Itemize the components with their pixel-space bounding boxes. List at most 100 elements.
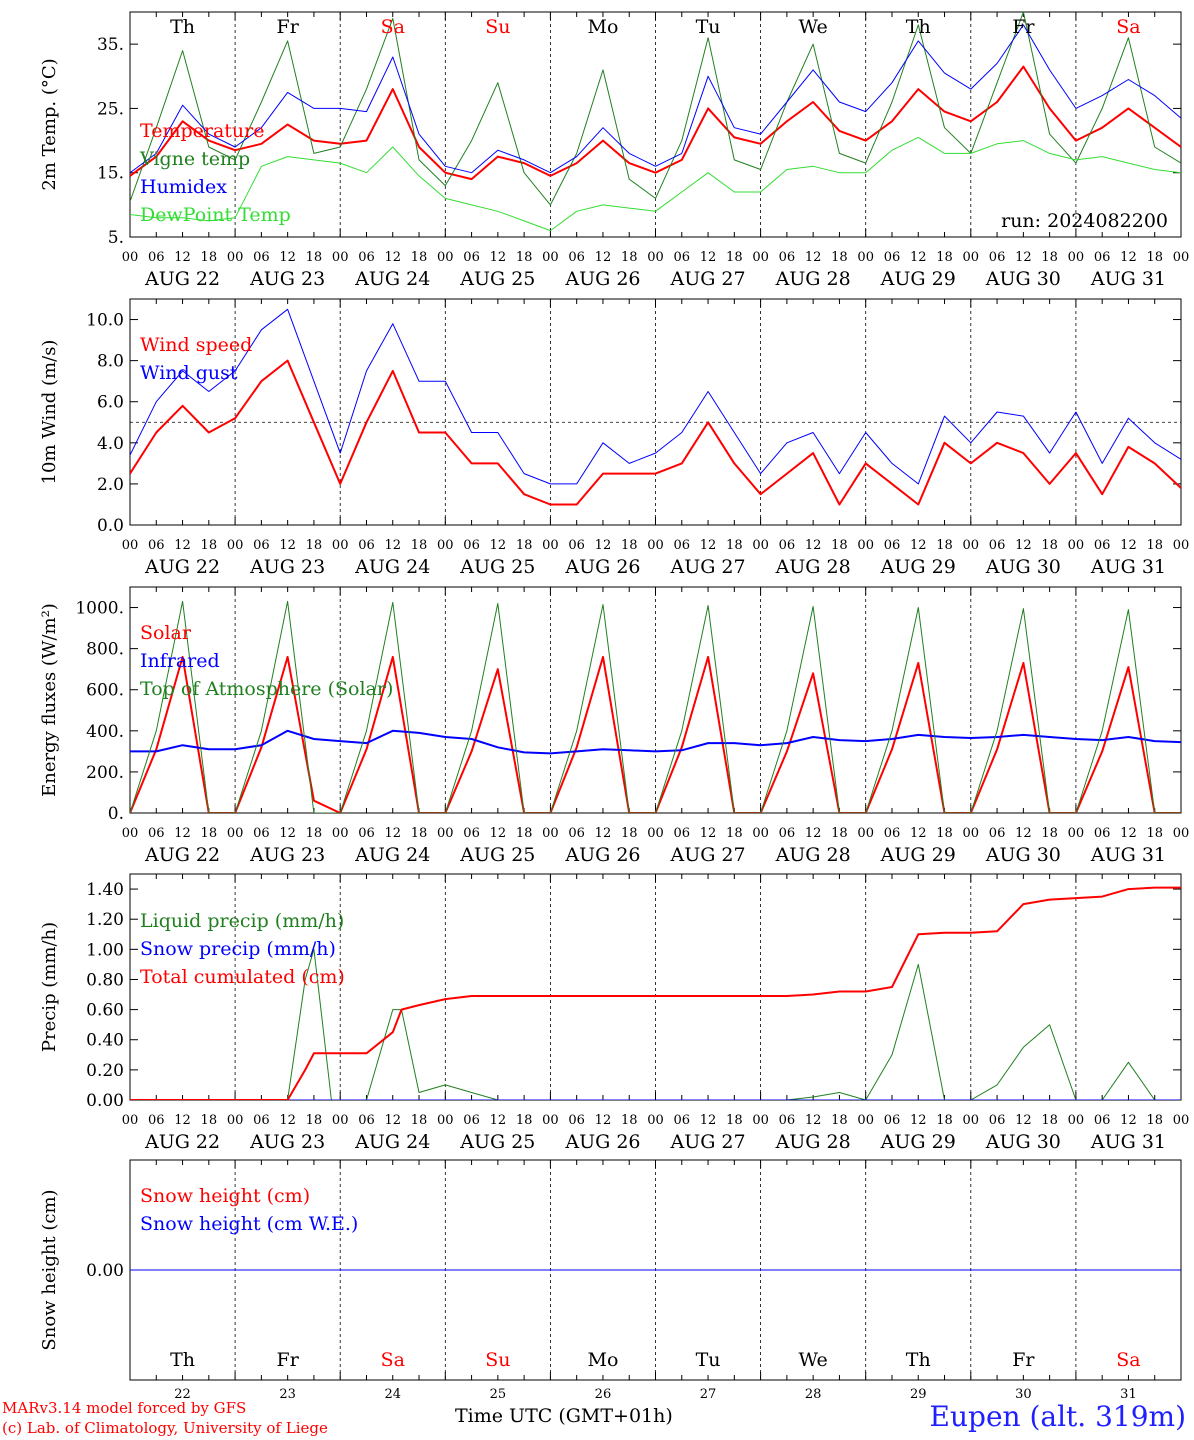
x-tick-label: 00 (752, 1113, 769, 1128)
x-tick-label: 00 (647, 250, 664, 265)
x-tick-label: 12 (279, 826, 296, 841)
x-tick-label: 06 (253, 1113, 270, 1128)
x-tick-label: 18 (936, 538, 953, 553)
series-line-1 (130, 655, 1181, 813)
x-tick-label: 06 (148, 826, 165, 841)
legend-entry: Snow precip (mm/h) (140, 938, 336, 960)
x-tick-label: 12 (384, 250, 401, 265)
x-tick-label: 18 (411, 1113, 428, 1128)
x-tick-label: 18 (1146, 826, 1163, 841)
x-date-label: AUG 22 (144, 1131, 220, 1153)
x-tick-label: 18 (1041, 250, 1058, 265)
x-date-label: AUG 22 (144, 844, 220, 866)
x-tick-label: 18 (201, 250, 218, 265)
series-line-3 (130, 886, 1181, 1100)
x-tick-label: 18 (1041, 826, 1058, 841)
series-line-1 (130, 65, 1181, 181)
x-tick-label: 12 (805, 538, 822, 553)
y-tick-label: 0.00 (86, 1261, 124, 1281)
x-date-label: AUG 23 (249, 556, 325, 578)
panel-5: 0.00 Snow height (cm) Snow height (cm) Snow… (39, 1159, 1182, 1402)
x-tick-label: 00 (1173, 1113, 1190, 1128)
x-tick-label: 06 (358, 1113, 375, 1128)
x-date-label: AUG 25 (459, 268, 535, 290)
x-tick-label: 12 (279, 250, 296, 265)
x-tick-label: 12 (384, 538, 401, 553)
x-date-label: AUG 28 (775, 844, 851, 866)
x-tick-label: 06 (568, 250, 585, 265)
x-date-label: AUG 27 (669, 268, 745, 290)
weekday-label: Sa (1116, 16, 1140, 38)
legend-entry: Liquid precip (mm/h) (140, 910, 344, 932)
lab-credit: (c) Lab. of Climatology, University of L… (2, 1419, 328, 1437)
legend-entry: Snow height (cm) (140, 1185, 310, 1207)
x-date-label: AUG 27 (669, 1131, 745, 1153)
x-tick-label: 18 (1146, 250, 1163, 265)
x-date-label: AUG 24 (354, 1131, 430, 1153)
legend-entry: Wind speed (140, 334, 252, 356)
x-tick-label: 12 (700, 1113, 717, 1128)
x-tick-label: 00 (437, 250, 454, 265)
x-tick-label: 18 (201, 538, 218, 553)
x-tick-label: 00 (857, 826, 874, 841)
x-tick-label: 06 (989, 250, 1006, 265)
x-tick-label: 12 (1120, 250, 1137, 265)
x-tick-label: 12 (384, 1113, 401, 1128)
x-tick-label: 06 (989, 826, 1006, 841)
x-tick-label: 12 (700, 250, 717, 265)
x-tick-label: 00 (122, 538, 139, 553)
y-tick-label: 200. (86, 763, 124, 783)
weekday-label: Tu (696, 1349, 721, 1371)
x-tick-label: 00 (857, 1113, 874, 1128)
x-date-label: AUG 24 (354, 556, 430, 578)
day-number-label: 28 (805, 1387, 822, 1402)
x-tick-label: 12 (1015, 250, 1032, 265)
x-tick-label: 00 (542, 826, 559, 841)
legend-entry: Vigne temp (139, 148, 250, 170)
weekday-label: Fr (277, 1349, 300, 1371)
x-tick-label: 06 (1094, 250, 1111, 265)
x-date-label: AUG 29 (880, 268, 956, 290)
x-tick-label: 12 (490, 250, 507, 265)
series-line-3 (130, 24, 1181, 174)
x-tick-label: 06 (568, 538, 585, 553)
legend-entry: Top of Atmosphere (Solar) (140, 678, 393, 700)
x-date-label: AUG 31 (1090, 1131, 1166, 1153)
series-line-1 (130, 948, 1181, 1100)
x-tick-label: 06 (779, 1113, 796, 1128)
x-tick-label: 12 (174, 538, 191, 553)
x-date-label: AUG 30 (985, 556, 1061, 578)
x-tick-label: 12 (1015, 826, 1032, 841)
x-axis-title: Time UTC (GMT+01h) (455, 1405, 673, 1427)
series-line-4 (130, 136, 1181, 232)
x-tick-label: 18 (306, 250, 323, 265)
x-date-label: AUG 26 (564, 556, 640, 578)
x-tick-label: 12 (910, 826, 927, 841)
x-tick-label: 06 (358, 250, 375, 265)
weekday-label: Th (170, 1349, 195, 1371)
x-tick-label: 06 (779, 538, 796, 553)
x-tick-label: 12 (1015, 538, 1032, 553)
x-tick-label: 00 (227, 250, 244, 265)
y-tick-label: 8.0 (97, 352, 124, 372)
x-tick-label: 12 (384, 826, 401, 841)
day-number-label: 24 (384, 1387, 401, 1402)
weekday-label: Fr (277, 16, 300, 38)
x-date-label: AUG 28 (775, 1131, 851, 1153)
y-tick-label: 1000. (75, 599, 124, 619)
x-tick-label: 00 (752, 826, 769, 841)
x-tick-label: 00 (1173, 250, 1190, 265)
y-tick-label: 1.00 (86, 940, 124, 960)
x-date-label: AUG 23 (249, 268, 325, 290)
x-tick-label: 12 (805, 1113, 822, 1128)
x-tick-label: 06 (148, 1113, 165, 1128)
x-tick-label: 12 (805, 826, 822, 841)
model-credit: MARv3.14 model forced by GFS (2, 1399, 247, 1417)
panel-1: 5. 15. 25. 35. 2m Temp. (°C) Temperature Vigne… (39, 11, 1190, 290)
series-line-3 (130, 600, 1181, 813)
x-date-label: AUG 22 (144, 556, 220, 578)
legend-entry: Solar (140, 622, 192, 644)
x-date-label: AUG 23 (249, 1131, 325, 1153)
x-tick-label: 06 (358, 826, 375, 841)
